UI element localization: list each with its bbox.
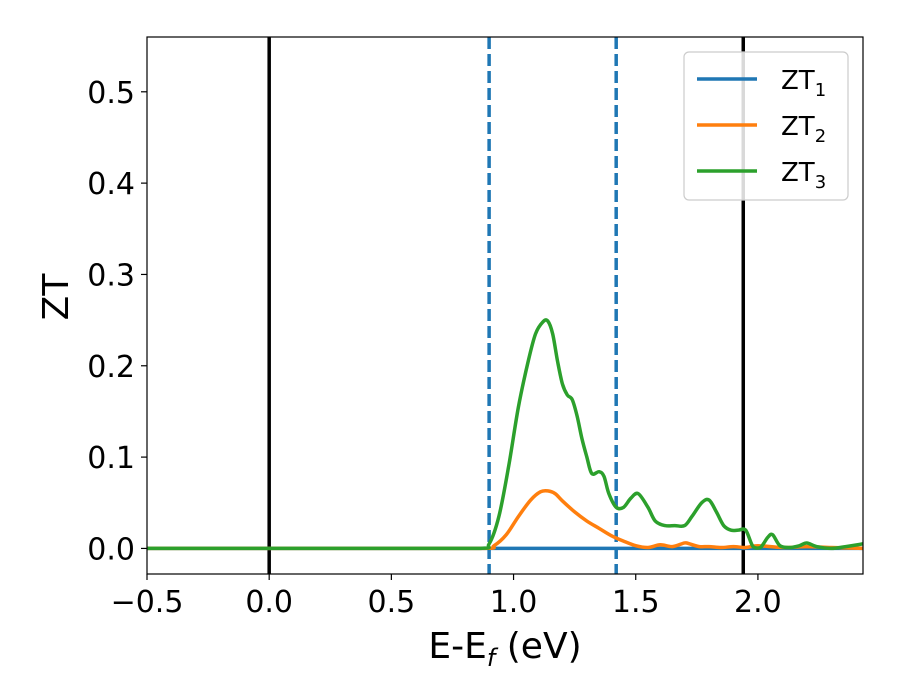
y-tick-label: 0.4 <box>87 167 135 202</box>
legend-label-main: ZT <box>781 66 815 96</box>
legend-label: ZT2 <box>781 112 826 147</box>
legend-item-zt1: ZT1 <box>697 66 826 101</box>
legend-label: ZT1 <box>781 66 826 101</box>
x-tick-label: 0.0 <box>245 585 293 620</box>
y-tick-label: 0.2 <box>87 350 135 385</box>
legend-label-subscript: 2 <box>815 126 826 147</box>
legend-label-subscript: 1 <box>815 80 826 101</box>
x-tick-label: 0.5 <box>368 585 416 620</box>
y-tick-label: 0.1 <box>87 441 135 476</box>
series-line-zt2 <box>147 488 863 551</box>
legend-label-main: ZT <box>781 158 815 188</box>
x-tick-label: 1.5 <box>612 585 660 620</box>
series-line-zt3 <box>147 318 863 551</box>
x-axis-label-main: E-E <box>428 626 486 667</box>
legend-item-zt3: ZT3 <box>697 158 826 193</box>
plot-border <box>146 36 864 575</box>
x-tick-label: −0.5 <box>111 585 184 620</box>
y-tick-label: 0.0 <box>87 532 135 567</box>
x-tick-label: 1.0 <box>490 585 538 620</box>
x-tick-label: 2.0 <box>734 585 782 620</box>
legend-box <box>683 51 849 201</box>
legend-label-main: ZT <box>781 112 815 142</box>
x-axis-label: E-Ef (eV) <box>428 626 581 672</box>
x-axis-label-unit: (eV) <box>495 626 581 667</box>
axes-frame <box>146 36 864 575</box>
y-tick-label: 0.5 <box>87 76 135 111</box>
legend-label: ZT3 <box>781 158 826 193</box>
tick-layer: −0.5 0.0 0.5 1.0 1.5 2.0 0.0 0.1 0.2 0.3 0.4 0.5 <box>87 76 781 620</box>
legend-label-subscript: 3 <box>815 172 826 193</box>
y-axis-label: ZT <box>36 273 77 321</box>
y-tick-label: 0.3 <box>87 258 135 293</box>
legend-item-zt2: ZT2 <box>697 112 826 147</box>
